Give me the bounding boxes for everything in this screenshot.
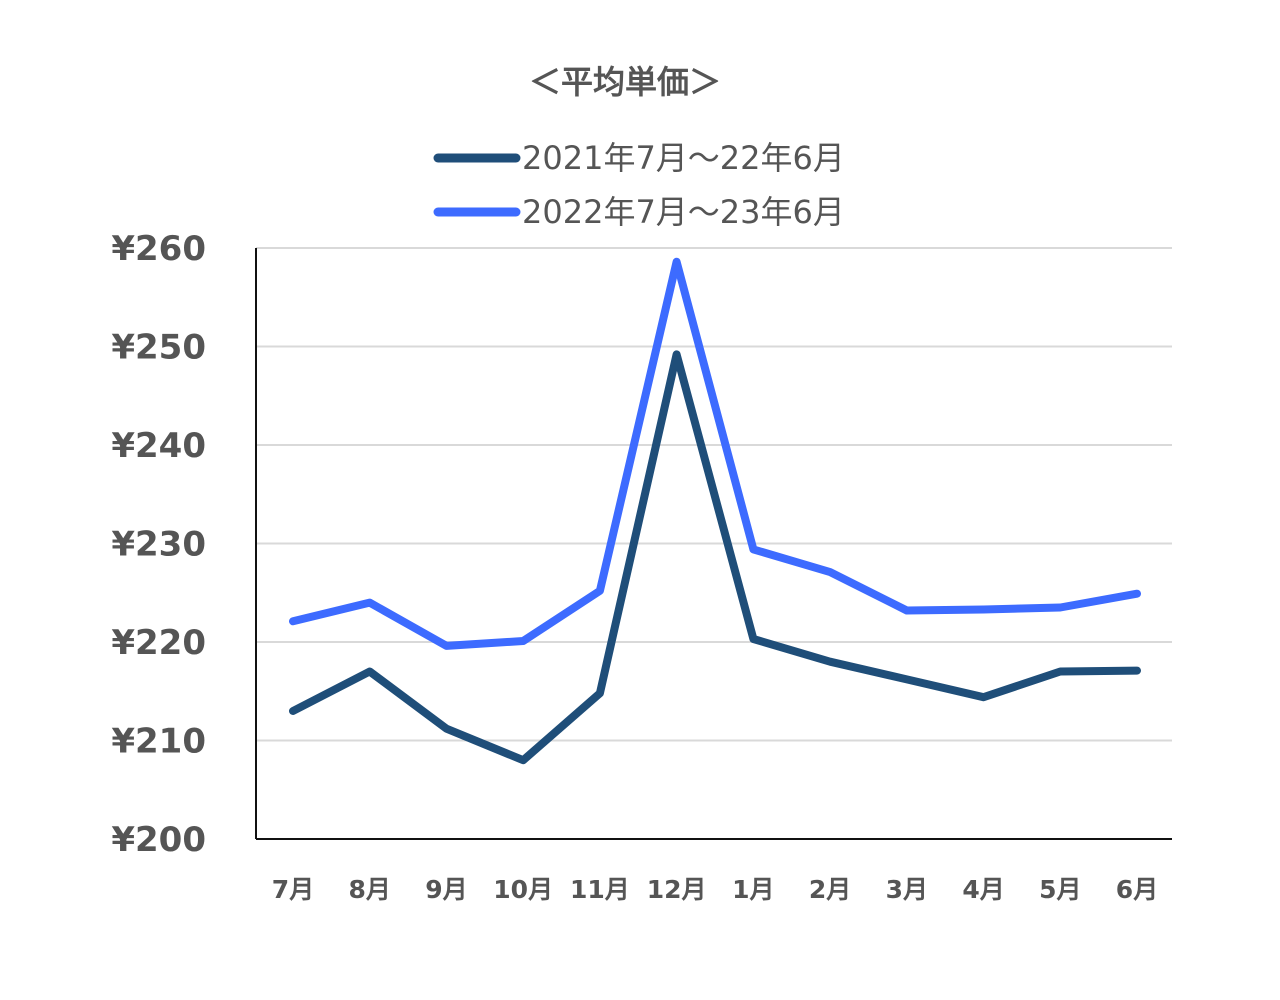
y-tick-label: ¥240 (111, 426, 206, 466)
x-tick-label: 2月 (809, 875, 851, 904)
gridlines (256, 247, 1172, 742)
x-tick-label: 10月 (493, 875, 553, 904)
legend: 2021年7月～22年6月 2022年7月～23年6月 (433, 139, 845, 231)
y-tick-label: ¥200 (111, 820, 206, 860)
y-tick-label: ¥230 (111, 525, 206, 565)
x-tick-label: 7月 (272, 875, 314, 904)
x-tick-label: 5月 (1039, 875, 1081, 904)
x-tick-label: 3月 (886, 875, 928, 904)
legend-label-series-2: 2022年7月～23年6月 (522, 193, 845, 231)
x-tick-label: 11月 (570, 875, 630, 904)
x-tick-label: 12月 (647, 875, 707, 904)
chart-title: ＜平均単価＞ (529, 63, 721, 101)
x-tick-label: 6月 (1116, 875, 1158, 904)
x-tick-label: 9月 (425, 875, 467, 904)
y-tick-label: ¥250 (111, 328, 206, 368)
x-tick-label: 4月 (962, 875, 1004, 904)
y-axis-ticks: ¥200 ¥210 ¥220 ¥230 ¥240 ¥250 ¥260 (111, 229, 206, 860)
y-tick-label: ¥260 (111, 229, 206, 269)
y-tick-label: ¥220 (111, 623, 206, 663)
series-line-2 (289, 257, 1141, 650)
x-tick-label: 8月 (349, 875, 391, 904)
x-axis-ticks: 7月 8月 9月 10月 11月 12月 1月 2月 3月 4月 5月 6月 (272, 875, 1158, 904)
x-tick-label: 1月 (732, 875, 774, 904)
series-lines (289, 257, 1141, 765)
series-line-1 (289, 350, 1141, 765)
y-tick-label: ¥210 (111, 722, 206, 762)
legend-label-series-1: 2021年7月～22年6月 (522, 139, 845, 177)
